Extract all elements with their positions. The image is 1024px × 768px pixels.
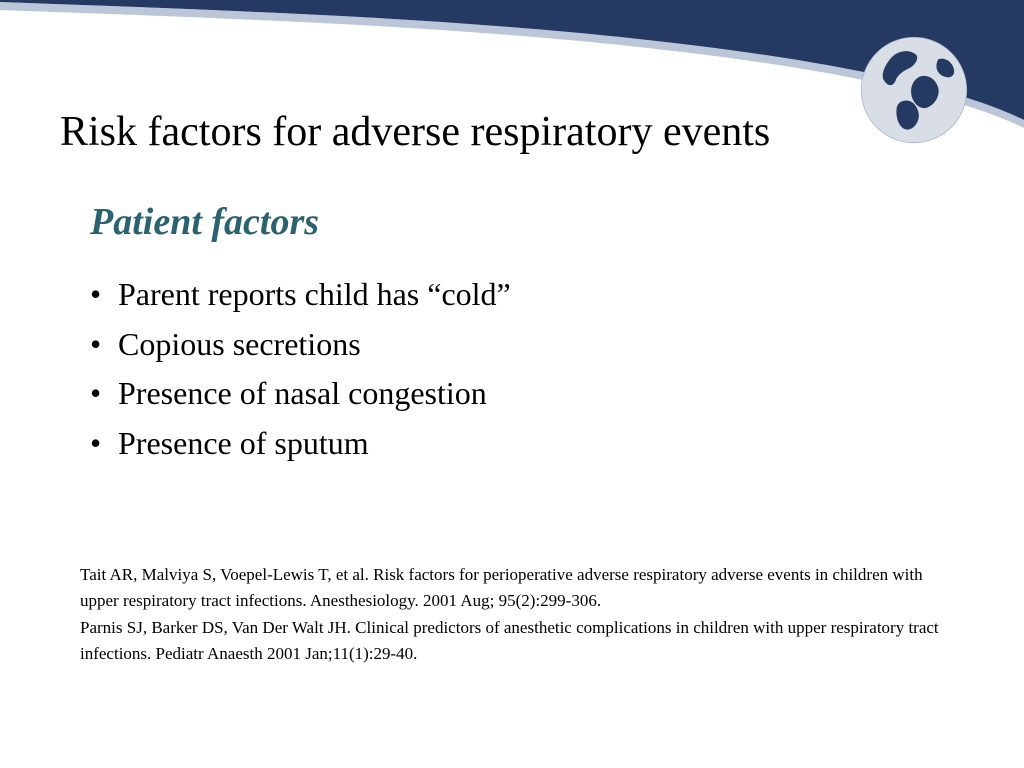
bullet-list: Parent reports child has “cold” Copious … (90, 270, 511, 468)
list-item: Presence of nasal congestion (90, 369, 511, 419)
references-block: Tait AR, Malviya S, Voepel-Lewis T, et a… (80, 562, 960, 668)
slide-title: Risk factors for adverse respiratory eve… (60, 108, 770, 156)
reference-line: Tait AR, Malviya S, Voepel-Lewis T, et a… (80, 562, 960, 613)
list-item: Presence of sputum (90, 419, 511, 469)
list-item: Copious secretions (90, 320, 511, 370)
slide-subtitle: Patient factors (90, 200, 319, 244)
list-item: Parent reports child has “cold” (90, 270, 511, 320)
globe-icon (859, 35, 969, 145)
reference-line: Parnis SJ, Barker DS, Van Der Walt JH. C… (80, 615, 960, 666)
